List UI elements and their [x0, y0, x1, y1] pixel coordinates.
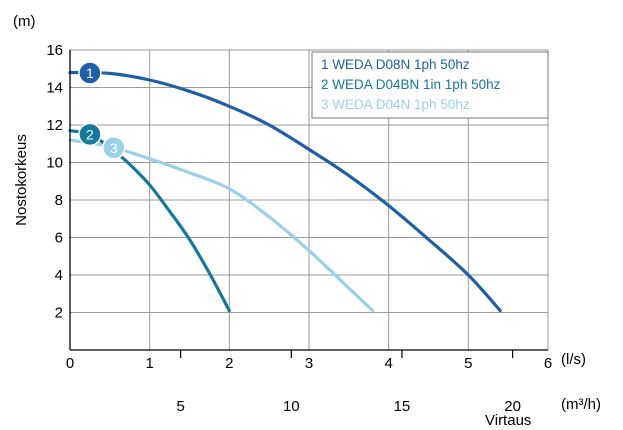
y-axis-label: Nostokorkeus [13, 134, 30, 226]
y-tick-label: 4 [55, 267, 63, 284]
curve-marker-number: 1 [86, 65, 94, 81]
y-tick-label: 2 [55, 305, 63, 322]
curve-markers: 1 23 [78, 61, 126, 160]
legend-entry: 3 WEDA D04N 1ph 50hz [321, 97, 470, 112]
curve-marker-number: 2 [86, 126, 94, 142]
x-tick-label: 6 [544, 355, 552, 372]
legend: 1 WEDA D08N 1ph 50hz 2 WEDA D04BN 1in 1ph… [311, 51, 549, 119]
y-tick-label: 10 [46, 155, 63, 172]
y-tick-label: 12 [46, 117, 63, 134]
x2-tick-label: 5 [176, 398, 184, 415]
legend-box [311, 51, 549, 119]
x-tick-label: 1 [145, 355, 153, 372]
x-tick-label: 0 [66, 355, 74, 372]
y-tick-label: 14 [46, 80, 63, 97]
x-tick-label: 3 [305, 355, 313, 372]
x-tick-label: 4 [384, 355, 392, 372]
series-line-3 [68, 138, 375, 313]
x2-tick-label: 10 [283, 398, 300, 415]
x-unit-label: (l/s) [561, 351, 586, 368]
x-tick-label: 5 [464, 355, 472, 372]
labels: (m) Nostokorkeus (l/s) (m³/h) Virtaus [13, 13, 601, 429]
series-line-1 [68, 70, 502, 313]
legend-entry: 1 WEDA D08N 1ph 50hz [321, 57, 470, 72]
curve-marker-2 [78, 122, 102, 147]
y-unit-label: (m) [13, 13, 36, 30]
y-tick-label: 6 [55, 230, 63, 247]
x2-tick-label: 15 [394, 398, 411, 415]
x2-tick-label: 20 [504, 398, 521, 415]
y-tick-label: 8 [55, 192, 63, 209]
x-tick-label: 2 [225, 355, 233, 372]
curve-marker-number: 3 [110, 140, 118, 156]
x2-unit-label: (m³/h) [561, 396, 601, 413]
y-tick-label: 16 [46, 42, 63, 59]
x2-axis-label: Virtaus [485, 412, 531, 429]
legend-entry: 2 WEDA D04BN 1in 1ph 50hz [321, 77, 501, 92]
curve-marker-1 [78, 61, 102, 85]
curve-marker-3 [102, 136, 126, 160]
